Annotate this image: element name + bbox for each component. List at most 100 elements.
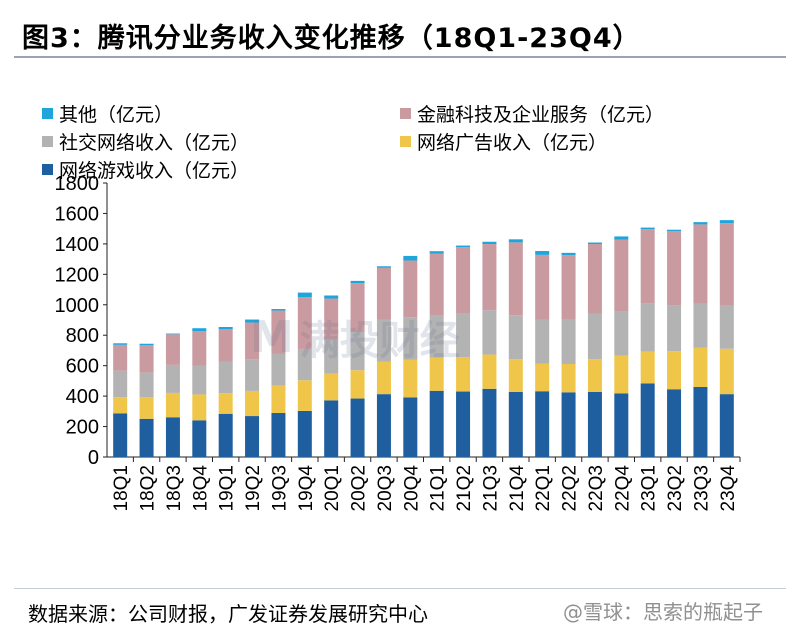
bar-segment-other-22Q4 [614, 236, 629, 240]
legend-item-social: 社交网络收入（亿元） [42, 128, 249, 155]
bar-segment-games-22Q3 [587, 391, 602, 457]
bar-segment-games-20Q1 [324, 400, 339, 457]
bar-segment-other-19Q4 [297, 292, 312, 298]
bar-segment-social-21Q4 [508, 315, 523, 360]
bar-segment-ads-23Q3 [693, 347, 708, 387]
bar-segment-social-18Q1 [113, 370, 128, 398]
bar-segment-fintech-18Q3 [165, 334, 180, 365]
bar-segment-other-18Q1 [113, 343, 128, 345]
bar-segment-ads-22Q1 [535, 363, 550, 392]
x-tick-label: 18Q1 [111, 465, 132, 511]
bar-segment-other-18Q2 [139, 343, 154, 346]
legend-item-games: 网络游戏收入（亿元） [42, 156, 249, 183]
bar-segment-ads-22Q3 [587, 359, 602, 392]
bar-segment-games-22Q4 [614, 393, 629, 457]
bar-segment-ads-23Q2 [667, 351, 682, 390]
x-tick-label: 19Q1 [217, 465, 238, 511]
x-tick-label: 22Q4 [612, 465, 633, 512]
y-tick-label: 800 [66, 325, 99, 347]
y-tick-label: 1600 [55, 203, 100, 225]
bar-segment-other-22Q2 [561, 252, 576, 256]
bar-segment-games-21Q2 [456, 391, 471, 457]
bar-segment-games-19Q3 [271, 413, 286, 457]
bar-segment-social-23Q1 [640, 303, 655, 352]
bar-segment-social-19Q2 [245, 359, 260, 391]
bar-segment-games-20Q4 [403, 397, 418, 457]
bar-segment-social-21Q2 [456, 313, 471, 358]
y-tick-label: 1200 [55, 264, 100, 286]
bar-segment-games-23Q3 [693, 386, 708, 457]
bar-segment-fintech-19Q1 [218, 329, 233, 362]
legend-label-other: 其他（亿元） [59, 104, 174, 126]
bar-segment-games-19Q4 [297, 410, 312, 457]
bar-segment-ads-21Q3 [482, 354, 497, 389]
bar-segment-games-21Q1 [429, 390, 444, 457]
bar-segment-other-18Q3 [165, 333, 180, 335]
bar-segment-fintech-21Q1 [429, 253, 444, 315]
legend-label-games: 网络游戏收入（亿元） [59, 160, 250, 182]
x-tick-label: 21Q2 [454, 465, 475, 511]
bar-segment-other-20Q1 [324, 295, 339, 299]
bar-segment-other-23Q2 [667, 229, 682, 232]
bar-segment-other-21Q1 [429, 251, 444, 254]
bar-segment-social-23Q4 [719, 305, 734, 349]
bar-segment-other-23Q1 [640, 227, 655, 230]
bar-segment-fintech-19Q2 [245, 322, 260, 360]
bar-segment-games-19Q1 [218, 413, 233, 457]
bar-segment-ads-20Q3 [376, 361, 391, 395]
bar-segment-other-19Q1 [218, 327, 233, 330]
bar-segment-social-21Q1 [429, 314, 444, 358]
bar-segment-ads-18Q2 [139, 397, 154, 419]
y-tick-label: 1800 [55, 173, 100, 195]
bar-segment-games-20Q3 [376, 394, 391, 457]
x-tick-label: 23Q4 [718, 465, 739, 512]
bar-segment-games-23Q4 [719, 394, 734, 457]
bar-segment-games-21Q4 [508, 392, 523, 457]
bar-segment-games-23Q1 [640, 383, 655, 457]
x-tick-label: 19Q2 [243, 465, 264, 511]
bar-segment-fintech-23Q1 [640, 229, 655, 304]
x-tick-label: 21Q4 [507, 465, 528, 512]
bar-segment-ads-23Q4 [719, 348, 734, 395]
bar-segment-games-18Q2 [139, 418, 154, 457]
bar-segment-fintech-23Q3 [693, 224, 708, 304]
legend-swatch-ads [400, 136, 411, 147]
bar-segment-social-20Q1 [324, 339, 339, 374]
bar-segment-fintech-22Q4 [614, 239, 629, 312]
title-bar: 图3：腾讯分业务收入变化推移（18Q1-23Q4） [14, 12, 786, 58]
x-tick-label: 23Q1 [639, 465, 660, 511]
x-tick-label: 19Q3 [269, 465, 290, 511]
bar-segment-games-18Q1 [113, 413, 128, 457]
x-tick-label: 19Q4 [296, 465, 317, 512]
bar-segment-fintech-20Q2 [350, 283, 365, 333]
x-tick-label: 18Q3 [164, 465, 185, 511]
legend-swatch-fintech [400, 108, 411, 119]
bar-segment-ads-19Q3 [271, 385, 286, 414]
x-tick-label: 22Q1 [533, 465, 554, 511]
bar-segment-ads-21Q2 [456, 357, 471, 392]
bar-segment-ads-23Q1 [640, 351, 655, 384]
bar-segment-games-19Q2 [245, 416, 260, 457]
bar-segment-fintech-23Q2 [667, 231, 682, 306]
source-note: 数据来源：公司财报，广发证券发展研究中心 [28, 602, 428, 626]
bar-segment-fintech-18Q2 [139, 345, 154, 373]
bar-segment-fintech-22Q1 [535, 254, 550, 320]
bar-segment-fintech-22Q3 [587, 244, 602, 314]
bar-segment-fintech-21Q2 [456, 247, 471, 314]
chart-title: 图3：腾讯分业务收入变化推移（18Q1-23Q4） [22, 23, 641, 54]
legend-item-ads: 网络广告收入（亿元） [400, 128, 607, 155]
bar-segment-ads-22Q4 [614, 355, 629, 394]
bar-segment-social-22Q4 [614, 311, 629, 356]
bar-segment-other-19Q2 [245, 319, 260, 323]
bar-segment-other-18Q4 [192, 328, 207, 332]
bar-segment-social-22Q3 [587, 313, 602, 360]
legend-swatch-games [42, 164, 53, 175]
bar-segment-social-19Q4 [297, 348, 312, 381]
bar-segment-other-23Q4 [719, 220, 734, 224]
bar-segment-social-22Q2 [561, 319, 576, 364]
bar-segment-social-21Q3 [482, 310, 497, 355]
corner-watermark: @雪球：思索的瓶起子 [563, 600, 763, 624]
bar-segment-ads-18Q4 [192, 394, 207, 421]
legend-swatch-other [42, 108, 53, 119]
